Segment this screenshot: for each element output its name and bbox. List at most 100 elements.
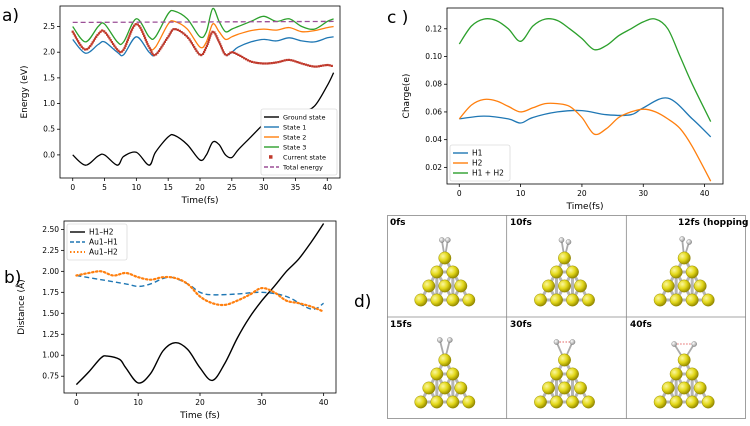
current-state-marker	[208, 36, 211, 39]
current-state-marker	[198, 53, 201, 56]
x-tick-label: 0	[70, 183, 75, 192]
current-state-marker	[220, 45, 223, 48]
gold-atom	[661, 381, 675, 395]
current-state-marker	[163, 40, 166, 43]
gold-atom	[462, 395, 476, 409]
gold-atom	[701, 293, 715, 307]
current-state-marker	[170, 29, 173, 32]
current-state-marker	[220, 47, 223, 50]
gold-atom	[566, 265, 579, 279]
snapshot-label: 40fs	[630, 320, 652, 330]
current-state-marker	[153, 54, 156, 57]
snapshot-label: 30fs	[510, 320, 532, 330]
legend-entry: State 3	[283, 144, 306, 152]
current-state-marker	[210, 32, 213, 35]
current-state-marker	[281, 59, 284, 63]
current-state-marker	[196, 51, 199, 54]
current-state-marker	[176, 28, 179, 31]
charge-chart: 0 10 20 30 40 0.02 0.04 0.06 0.08 0.10 0.12 Time(fs…	[402, 7, 724, 212]
panel-label-d: d)	[354, 292, 372, 312]
current-state-marker	[227, 53, 230, 56]
gold-atom	[430, 265, 444, 279]
x-axis-label: Time(fs)	[181, 196, 219, 206]
current-state-marker	[189, 40, 192, 43]
current-state-marker	[292, 59, 295, 62]
gold-atom	[574, 381, 587, 395]
current-state-marker	[115, 48, 119, 51]
current-state-marker	[206, 42, 209, 46]
current-state-marker	[166, 37, 169, 40]
current-state-marker	[113, 44, 116, 47]
current-state-marker	[165, 38, 168, 41]
current-state-marker	[80, 45, 83, 48]
current-state-marker	[108, 37, 111, 40]
current-state-marker	[207, 40, 210, 43]
gold-atom	[582, 395, 595, 409]
current-state-marker	[275, 61, 278, 64]
gold-atom	[677, 353, 691, 367]
current-state-marker	[101, 29, 104, 32]
panel-label-c: c )	[387, 8, 409, 28]
current-state-marker	[172, 28, 175, 31]
series-state-3	[72, 7, 334, 46]
gold-atom	[661, 279, 675, 293]
current-state-marker	[233, 51, 236, 54]
current-state-marker	[313, 65, 316, 68]
x-tick-label: 40	[319, 398, 329, 407]
y-tick-label: 2.0	[43, 48, 55, 57]
current-state-marker	[99, 30, 102, 33]
current-state-marker	[129, 32, 132, 35]
x-tick-label: 0	[74, 398, 79, 407]
legend-entry: Current state	[283, 154, 326, 162]
current-state-marker	[195, 49, 198, 52]
current-state-marker	[124, 44, 127, 47]
gold-atom	[438, 279, 452, 293]
x-tick-label: 30	[259, 183, 269, 192]
series-au1-h2	[75, 270, 325, 313]
current-state-marker	[144, 38, 147, 42]
current-state-marker	[77, 40, 80, 43]
current-state-marker	[279, 60, 282, 63]
current-state-marker	[92, 39, 95, 42]
hydrogen-atom	[569, 339, 576, 345]
current-state-marker	[266, 62, 269, 65]
current-state-marker	[130, 28, 134, 31]
current-state-marker	[121, 50, 124, 53]
gold-atom	[685, 265, 699, 279]
legend-entry: State 1	[283, 124, 306, 132]
current-state-marker	[151, 52, 154, 55]
current-state-marker	[91, 41, 94, 44]
current-state-marker	[182, 32, 185, 35]
gold-atom	[558, 381, 571, 395]
current-state-marker	[253, 61, 256, 64]
current-state-marker	[251, 60, 254, 63]
y-tick-label: 0.0	[43, 150, 55, 159]
current-state-marker	[259, 62, 262, 65]
current-state-marker	[218, 41, 221, 44]
current-state-marker	[209, 34, 212, 37]
current-state-marker	[75, 38, 79, 41]
current-state-marker	[142, 32, 145, 35]
gold-atom	[446, 367, 460, 381]
gold-atom	[566, 293, 579, 307]
current-state-marker	[141, 30, 144, 33]
hydrogen-atom	[447, 337, 453, 343]
y-tick-label: 2.25	[42, 246, 59, 255]
current-state-marker	[192, 44, 195, 47]
current-state-marker	[270, 62, 273, 65]
current-state-marker	[133, 24, 136, 27]
gold-cluster	[653, 236, 715, 307]
gold-atom	[669, 395, 683, 409]
legend-entry: Total energy	[282, 164, 323, 172]
gold-cluster	[534, 339, 595, 409]
x-tick-label: 40	[322, 183, 332, 192]
current-state-marker	[193, 46, 196, 49]
current-state-marker	[130, 30, 133, 33]
current-state-marker	[283, 59, 286, 62]
gold-cluster	[414, 337, 476, 409]
legend-entry: State 2	[283, 134, 306, 142]
current-state-marker	[203, 50, 206, 54]
series-total-energy	[72, 20, 334, 24]
current-state-marker	[294, 60, 297, 63]
current-state-marker	[95, 35, 98, 38]
